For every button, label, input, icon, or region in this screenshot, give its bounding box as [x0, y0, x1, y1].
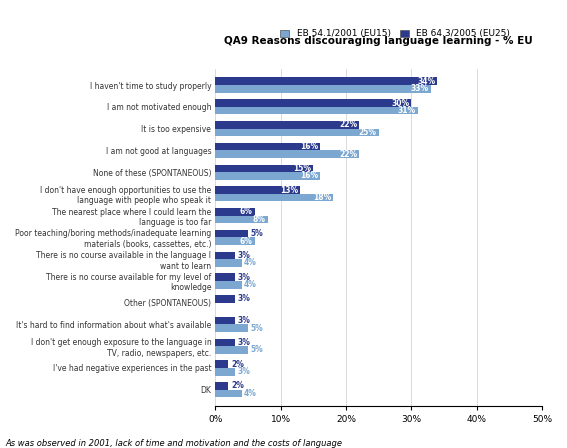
- Bar: [215, 360, 229, 368]
- Text: 15%: 15%: [293, 164, 311, 173]
- Text: 16%: 16%: [300, 172, 318, 181]
- Bar: [215, 172, 320, 180]
- Title: QA9 Reasons discouraging language learning - % EU: QA9 Reasons discouraging language learni…: [225, 36, 533, 46]
- Text: 4%: 4%: [244, 258, 257, 267]
- Bar: [215, 382, 229, 390]
- Bar: [215, 85, 431, 93]
- Text: 30%: 30%: [391, 99, 409, 108]
- Text: 6%: 6%: [240, 207, 253, 216]
- Bar: [215, 164, 314, 172]
- Text: 5%: 5%: [251, 324, 264, 333]
- Bar: [215, 121, 359, 129]
- Text: 3%: 3%: [238, 316, 251, 325]
- Bar: [215, 143, 320, 151]
- Text: As was observed in 2001, lack of time and motivation and the costs of language: As was observed in 2001, lack of time an…: [6, 439, 342, 448]
- Text: 18%: 18%: [313, 193, 331, 202]
- Text: 4%: 4%: [244, 389, 257, 398]
- Bar: [215, 281, 242, 289]
- Legend: EB 54.1/2001 (EU15), EB 64.3/2005 (EU25): EB 54.1/2001 (EU15), EB 64.3/2005 (EU25): [280, 30, 510, 39]
- Text: 31%: 31%: [398, 106, 416, 115]
- Text: 34%: 34%: [417, 77, 435, 86]
- Text: 4%: 4%: [244, 280, 257, 289]
- Bar: [215, 259, 242, 267]
- Bar: [215, 324, 248, 332]
- Bar: [215, 295, 235, 303]
- Bar: [215, 368, 235, 375]
- Text: 13%: 13%: [280, 185, 298, 194]
- Text: 3%: 3%: [238, 272, 251, 282]
- Bar: [215, 107, 418, 114]
- Text: 2%: 2%: [231, 381, 244, 390]
- Bar: [215, 230, 248, 237]
- Text: 3%: 3%: [238, 251, 251, 260]
- Bar: [215, 99, 411, 107]
- Bar: [215, 273, 235, 281]
- Bar: [215, 78, 438, 85]
- Text: 3%: 3%: [238, 294, 251, 303]
- Text: 16%: 16%: [300, 142, 318, 151]
- Bar: [215, 251, 235, 259]
- Text: 8%: 8%: [253, 215, 266, 224]
- Text: 25%: 25%: [359, 128, 376, 137]
- Bar: [215, 317, 235, 324]
- Bar: [215, 215, 268, 223]
- Bar: [215, 208, 255, 215]
- Text: 22%: 22%: [339, 121, 357, 129]
- Bar: [215, 390, 242, 397]
- Bar: [215, 186, 301, 194]
- Text: 33%: 33%: [411, 84, 429, 93]
- Text: 3%: 3%: [238, 367, 251, 376]
- Bar: [215, 151, 359, 158]
- Bar: [215, 339, 235, 346]
- Text: 3%: 3%: [238, 338, 251, 347]
- Text: 6%: 6%: [240, 237, 253, 246]
- Text: 5%: 5%: [251, 229, 264, 238]
- Bar: [215, 346, 248, 354]
- Bar: [215, 237, 255, 245]
- Bar: [215, 194, 333, 202]
- Text: 2%: 2%: [231, 360, 244, 369]
- Text: 5%: 5%: [251, 345, 264, 354]
- Text: 22%: 22%: [339, 150, 357, 159]
- Bar: [215, 129, 379, 136]
